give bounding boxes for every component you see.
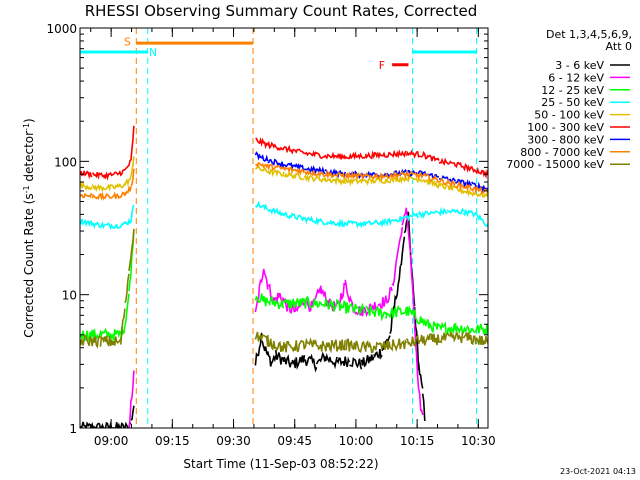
y-axis-label: Corrected Count Rate (s-1 detector-1)	[22, 118, 36, 337]
annotation-n: N	[149, 46, 157, 59]
axes: 1 10 100 1000 09:00 09:15 09:30 09:45 10:00 10:15…	[46, 22, 495, 448]
legend-label-300-800-kev: 300 - 800 keV	[527, 133, 604, 146]
legend-label-100-300-kev: 100 - 300 keV	[527, 121, 604, 134]
x-tick-label: 09:45	[277, 434, 312, 448]
series-line-50-100-kev	[80, 156, 488, 198]
x-tick-label: 10:30	[461, 434, 496, 448]
legend-label-7000-15000-kev: 7000 - 15000 keV	[506, 158, 604, 171]
legend-label-6-12-kev: 6 - 12 keV	[548, 71, 604, 84]
series-line-25-50-kev	[80, 200, 488, 231]
x-axis-label: Start Time (11-Sep-03 08:52:22)	[183, 457, 378, 471]
x-tick-label: 09:00	[94, 434, 129, 448]
x-tick-label: 10:00	[339, 434, 374, 448]
annotation-s: S	[124, 36, 131, 49]
series-line-12-25-kev	[80, 230, 488, 344]
legend-label-3-6-kev: 3 - 6 keV	[555, 59, 604, 72]
y-tick-label: 100	[54, 155, 77, 169]
x-tick-label: 09:30	[216, 434, 251, 448]
legend-header-line: Det 1,3,4,5,6,9,	[546, 28, 632, 41]
y-tick-label: 1000	[46, 22, 77, 36]
plot-frame	[79, 27, 489, 429]
legend-label-25-50-kev: 25 - 50 keV	[541, 96, 604, 109]
y-tick-label: 1	[69, 422, 77, 436]
series-line-7000-15000-kev	[80, 228, 488, 354]
series-line-100-300-kev	[80, 125, 488, 181]
footer-date: 23-Oct-2021 04:13	[560, 467, 636, 476]
series-line-800-7000-kev	[80, 161, 488, 202]
x-tick-label: 10:15	[400, 434, 435, 448]
legend-label-50-100-kev: 50 - 100 keV	[534, 109, 604, 122]
annotation-f: F	[379, 59, 385, 72]
plot-content: S N F	[80, 28, 488, 428]
y-tick-label: 10	[62, 289, 77, 303]
legend-label-800-7000-kev: 800 - 7000 keV	[520, 146, 604, 159]
legend-header-line: Att 0	[606, 40, 632, 53]
legend-label-12-25-kev: 12 - 25 keV	[541, 84, 604, 97]
chart-title: RHESSI Observing Summary Count Rates, Co…	[85, 2, 478, 20]
x-tick-label: 09:15	[155, 434, 190, 448]
